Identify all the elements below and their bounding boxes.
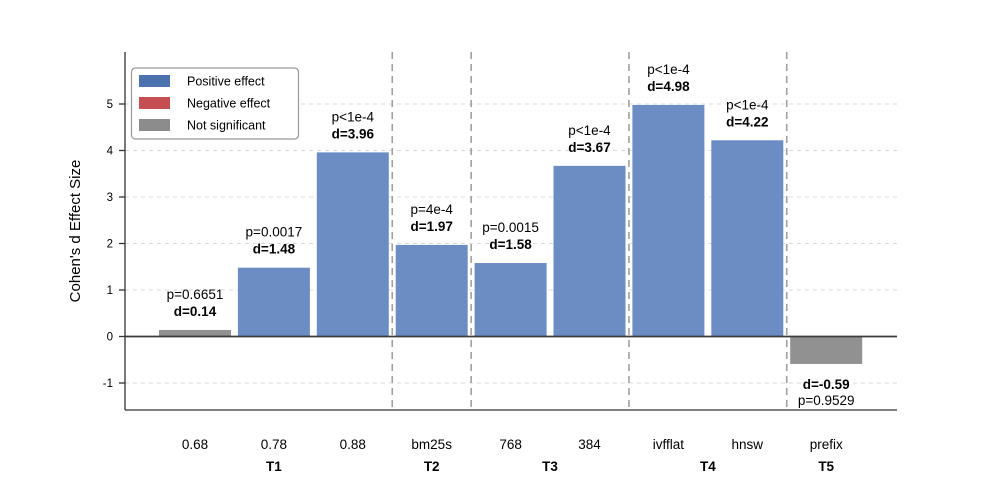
- annotation-d-384: d=3.67: [568, 140, 610, 155]
- y-tick-label-5: 5: [107, 99, 113, 111]
- bar-ivfflat: [632, 104, 705, 337]
- y-tick-label-3: 3: [107, 192, 113, 204]
- x-tick-label-prefix: prefix: [810, 437, 843, 452]
- legend-label-positive: Positive effect: [187, 75, 265, 89]
- legend: Positive effect Negative effect Not signif…: [130, 67, 300, 140]
- bar-hnsw: [711, 140, 784, 337]
- x-tick-label-0.68: 0.68: [182, 437, 208, 452]
- annotation-d-prefix: d=-0.59: [803, 377, 850, 392]
- annotation-p-0.78: p=0.0017: [246, 225, 303, 240]
- bars-layer: [159, 104, 863, 364]
- y-tick-label-2: 2: [107, 239, 113, 251]
- group-label-T2: T2: [424, 459, 440, 474]
- legend-swatch-negative: [139, 97, 170, 109]
- legend-swatch-positive: [139, 75, 170, 87]
- y-tick-label--1: -1: [103, 378, 113, 390]
- x-tick-label-hnsw: hnsw: [732, 437, 764, 452]
- bar-768: [474, 263, 547, 337]
- x-tick-label-768: 768: [499, 437, 522, 452]
- axes-layer: -1 0 1 2 3 4 5: [103, 52, 897, 411]
- annotation-p-0.88: p<1e-4: [332, 109, 375, 124]
- bar-0.88: [316, 152, 389, 337]
- annotation-d-0.88: d=3.96: [332, 126, 375, 141]
- x-axis-labels-layer: 0.68 0.78 0.88 bm25s 768 384 ivfflat hnsw prefix…: [182, 437, 843, 474]
- x-tick-label-0.88: 0.88: [340, 437, 366, 452]
- bar-0.78: [237, 267, 310, 337]
- bar-prefix: [790, 336, 863, 364]
- annotation-p-bm25s: p=4e-4: [410, 202, 453, 217]
- legend-swatch-not-significant: [139, 119, 170, 131]
- y-axis-label: Cohen's d Effect Size: [67, 160, 84, 303]
- annotation-d-bm25s: d=1.97: [410, 219, 452, 234]
- y-tick-label-4: 4: [107, 146, 114, 158]
- annotation-d-0.78: d=1.48: [253, 242, 296, 257]
- y-tick-label-1: 1: [107, 285, 113, 297]
- annotations-layer: p=0.6651 d=0.14 p=0.0017 d=1.48 p<1e-4 d=3.96…: [167, 62, 855, 408]
- x-tick-label-ivfflat: ivfflat: [653, 437, 685, 452]
- annotation-d-768: d=1.58: [489, 237, 532, 252]
- bar-384: [553, 165, 626, 337]
- annotation-d-ivfflat: d=4.98: [647, 79, 690, 94]
- annotation-p-hnsw: p<1e-4: [726, 97, 769, 112]
- x-tick-label-bm25s: bm25s: [411, 437, 452, 452]
- x-tick-label-384: 384: [578, 437, 601, 452]
- group-label-T5: T5: [818, 459, 834, 474]
- bar-0.68: [159, 329, 231, 337]
- y-tick-label-0: 0: [107, 332, 113, 344]
- annotation-p-0.68: p=0.6651: [167, 287, 224, 302]
- group-label-T3: T3: [542, 459, 558, 474]
- group-label-T4: T4: [700, 459, 716, 474]
- annotation-d-hnsw: d=4.22: [726, 114, 768, 129]
- group-label-T1: T1: [266, 459, 282, 474]
- annotation-d-0.68: d=0.14: [174, 304, 217, 319]
- annotation-p-prefix: p=0.9529: [798, 393, 855, 408]
- x-tick-label-0.78: 0.78: [261, 437, 287, 452]
- annotation-p-768: p=0.0015: [482, 220, 539, 235]
- annotation-p-384: p<1e-4: [568, 123, 611, 138]
- annotation-p-ivfflat: p<1e-4: [647, 62, 690, 77]
- bar-bm25s: [395, 244, 468, 337]
- legend-label-negative: Negative effect: [187, 97, 271, 111]
- legend-box: [130, 67, 300, 140]
- legend-label-not-significant: Not significant: [187, 119, 266, 133]
